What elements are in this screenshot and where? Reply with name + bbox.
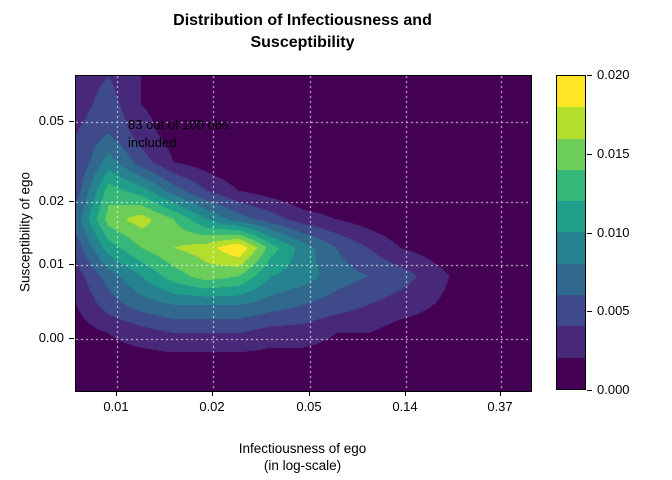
legend-band: [557, 357, 585, 389]
chart-title: Distribution of Infectiousness and Susce…: [75, 10, 530, 54]
legend-tick-mark: [587, 75, 592, 76]
annotation: 83 out of 100 obs. included: [128, 116, 232, 152]
x-axis-label-line2: (in log-scale): [263, 458, 342, 473]
legend-tick-mark: [587, 311, 592, 312]
y-tick-label: 0.00: [38, 330, 64, 345]
legend-tick-mark: [587, 154, 592, 155]
legend-band: [557, 169, 585, 202]
x-tick-mark: [309, 391, 310, 396]
y-tick-mark: [69, 121, 74, 122]
legend-tick-label: 0.010: [597, 225, 630, 240]
y-tick-mark: [69, 201, 74, 202]
x-tick-label: 0.01: [103, 399, 129, 414]
y-tick-label: 0.05: [38, 113, 64, 128]
x-tick-mark: [405, 391, 406, 396]
y-tick-mark: [69, 338, 74, 339]
legend-band: [557, 76, 585, 108]
plot-area: 83 out of 100 obs. included: [75, 75, 532, 392]
y-axis-ticks: 0.00 0.01 0.02 0.05: [0, 75, 74, 390]
x-tick-label: 0.37: [487, 399, 513, 414]
legend-tick-label: 0.000: [597, 382, 630, 397]
x-tick-label: 0.05: [296, 399, 322, 414]
x-tick-label: 0.14: [392, 399, 418, 414]
y-tick-label: 0.02: [38, 193, 64, 208]
legend-band: [557, 232, 585, 264]
x-tick-mark: [116, 391, 117, 396]
x-tick-mark: [500, 391, 501, 396]
y-tick-mark: [69, 264, 74, 265]
legend-tick-label: 0.015: [597, 146, 630, 161]
legend-band: [557, 138, 585, 170]
x-tick-label: 0.02: [199, 399, 225, 414]
legend-tick-mark: [587, 233, 592, 234]
legend-band: [557, 263, 585, 296]
annotation-line2: included: [128, 135, 177, 150]
legend-tick-label: 0.020: [597, 67, 630, 82]
x-axis-ticks: 0.01 0.02 0.05 0.14 0.37: [75, 391, 530, 423]
chart-title-line1: Distribution of Infectiousness and: [173, 12, 432, 29]
x-tick-mark: [212, 391, 213, 396]
x-axis-label: Infectiousness of ego (in log-scale): [75, 440, 530, 474]
legend-band: [557, 326, 585, 358]
y-axis-label: Susceptibility of ego: [17, 171, 33, 293]
annotation-line1: 83 out of 100 obs.: [128, 117, 233, 132]
legend-tick-mark: [587, 390, 592, 391]
contour-canvas: [76, 76, 531, 391]
legend: 0.000 0.005 0.010 0.015 0.020: [556, 67, 668, 397]
y-tick-label: 0.01: [38, 256, 64, 271]
legend-band: [557, 107, 585, 139]
legend-band: [557, 295, 585, 327]
chart-title-line2: Susceptibility: [250, 34, 355, 51]
legend-tick-label: 0.005: [597, 303, 630, 318]
legend-colorbar: [556, 75, 586, 390]
x-axis-label-line1: Infectiousness of ego: [238, 441, 367, 456]
legend-band: [557, 201, 585, 233]
